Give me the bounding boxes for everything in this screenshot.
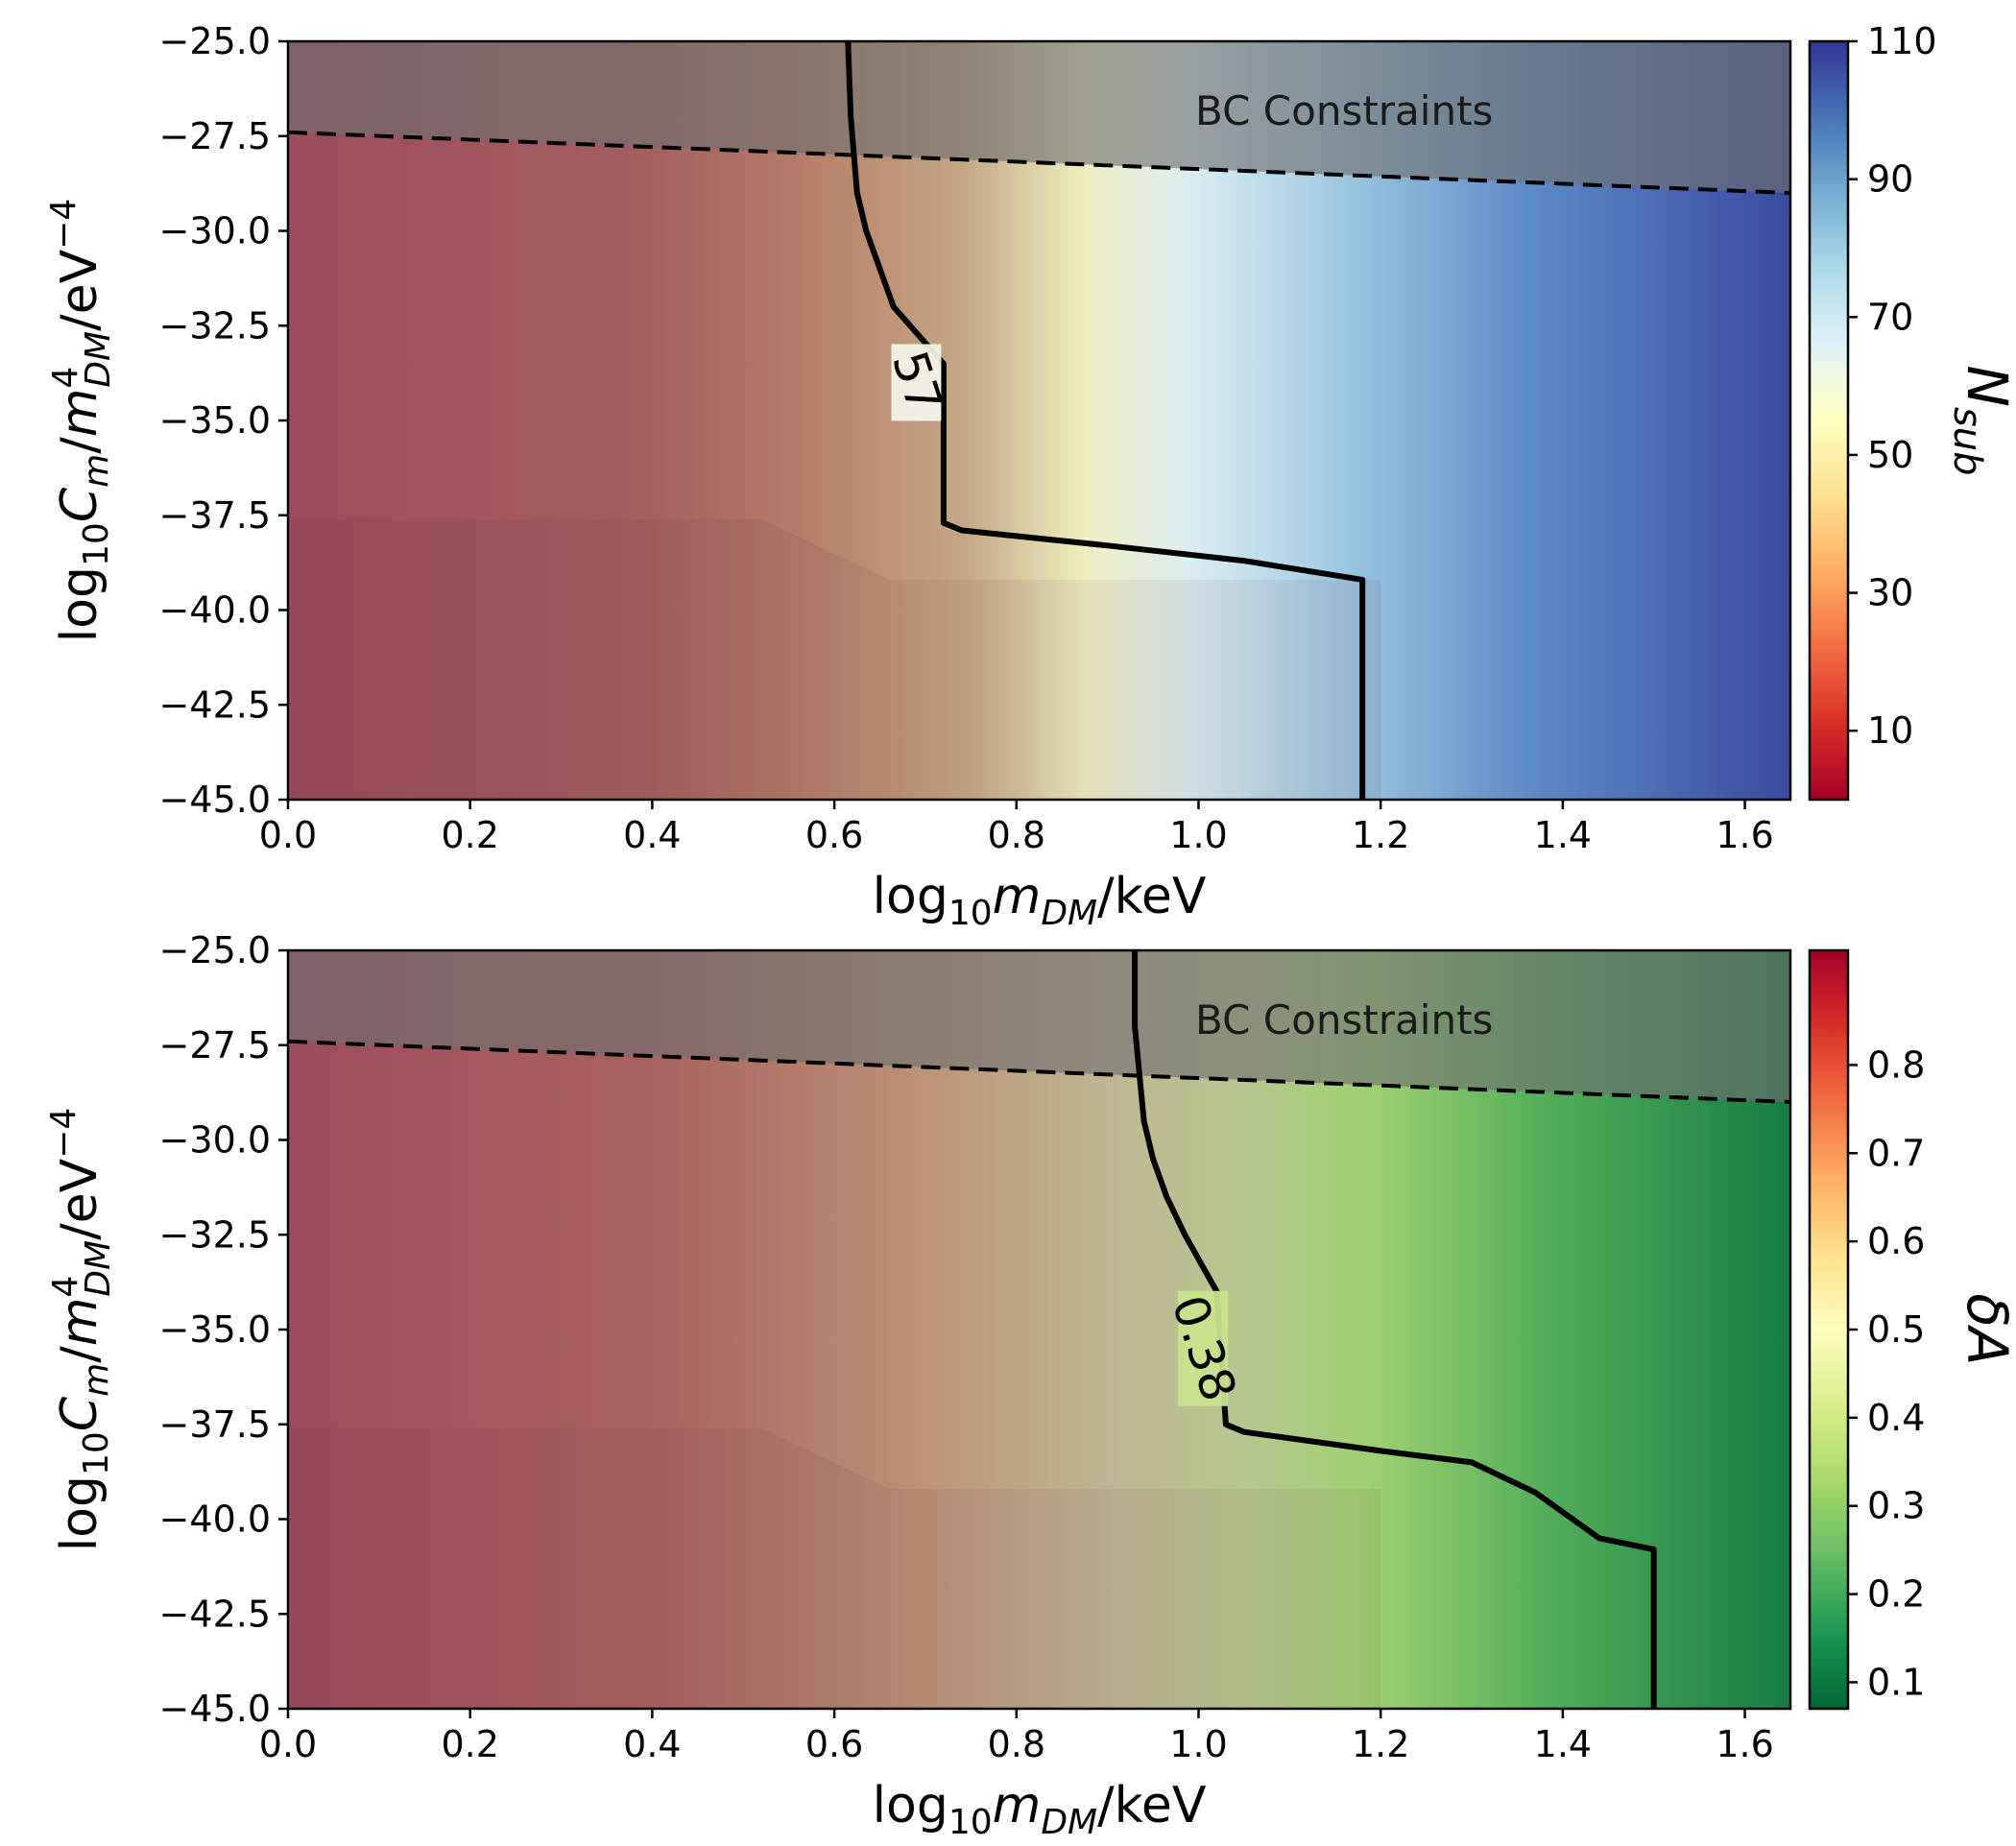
- x-tick-label: 0.2: [441, 1723, 498, 1765]
- y-tick-label: −37.5: [159, 494, 271, 537]
- y-axis-label: log10Cm/m4DM/eV−4: [44, 1108, 118, 1552]
- colorbar-tick-label: 90: [1867, 158, 1913, 201]
- y-tick-label: −30.0: [159, 210, 271, 252]
- bc-constraint-region: [288, 41, 1790, 193]
- x-tick-label: 1.6: [1716, 814, 1773, 856]
- x-tick-label: 0.2: [441, 814, 498, 856]
- colorbar-tick-label: 30: [1867, 572, 1913, 614]
- x-tick-label: 0.8: [988, 814, 1045, 856]
- bc-constraints-label: BC Constraints: [1195, 996, 1493, 1043]
- colorbar-label: Nsub: [1945, 366, 2016, 476]
- y-tick-label: −32.5: [159, 1213, 271, 1256]
- colorbar-label: δA: [1955, 1293, 2016, 1365]
- colorbar-tick-label: 0.2: [1867, 1573, 1925, 1616]
- low-coupling-band: [288, 1427, 1381, 1709]
- x-tick-label: 1.4: [1534, 1723, 1592, 1765]
- colorbar: 0.1 0.2 0.3 0.4 0.5 0.6 0.7 0.8 δA: [1808, 948, 2016, 1711]
- colorbar-tick-label: 0.5: [1867, 1308, 1925, 1351]
- x-tick-label: 1.2: [1352, 1723, 1409, 1765]
- x-tick-label: 1.0: [1169, 814, 1227, 856]
- y-tick-label: −27.5: [159, 1024, 271, 1067]
- y-tick-label: −37.5: [159, 1403, 271, 1446]
- x-tick-label: 0.6: [805, 1723, 863, 1765]
- colorbar-tick-label: 0.1: [1867, 1661, 1925, 1703]
- contour-label-gap: [1178, 1290, 1229, 1406]
- colorbar-tick-label: 10: [1867, 709, 1913, 752]
- colorbar-tick-label: 110: [1867, 20, 1937, 62]
- y-tick-label: −35.0: [159, 399, 271, 442]
- contour-line: [845, 40, 1366, 800]
- bc-constraints-label: BC Constraints: [1195, 87, 1493, 134]
- bc-dashed-line: [287, 130, 1791, 195]
- y-tick-label: −35.0: [159, 1308, 271, 1351]
- x-tick-label: 0.0: [259, 1723, 317, 1765]
- colorbar-tick-label: 0.7: [1867, 1132, 1925, 1174]
- contour-line: [1132, 950, 1657, 1709]
- colorbar-gradient: [1808, 39, 1850, 802]
- x-tick-label: 1.6: [1716, 1723, 1773, 1765]
- colorbar-tick-label: 0.4: [1867, 1397, 1925, 1439]
- x-tick-label: 0.8: [988, 1723, 1045, 1765]
- x-tick-label: 1.2: [1352, 814, 1409, 856]
- colorbar-tick-label: 0.6: [1867, 1220, 1925, 1262]
- y-tick-label: −32.5: [159, 304, 271, 347]
- y-tick-label: −45.0: [159, 1688, 271, 1730]
- low-coupling-band: [288, 518, 1381, 800]
- x-tick-label: 1.0: [1169, 1723, 1227, 1765]
- y-tick-label: −42.5: [159, 683, 271, 726]
- x-tick-label: 1.4: [1534, 814, 1592, 856]
- bc-dashed-line: [287, 1039, 1791, 1104]
- x-tick-label: 0.4: [623, 814, 681, 856]
- y-tick-label: −25.0: [159, 929, 271, 971]
- colorbar-gradient: [1808, 948, 1850, 1711]
- colorbar-tick-label: 0.8: [1867, 1043, 1925, 1086]
- y-tick-label: −40.0: [159, 1498, 271, 1541]
- x-axis-label: log10mDM/keV: [873, 868, 1207, 933]
- y-tick-label: −30.0: [159, 1119, 271, 1162]
- x-tick-label: 0.4: [623, 1723, 681, 1765]
- colorbar: 10 30 50 70 90 110 Nsub: [1808, 20, 2016, 802]
- y-tick-label: −25.0: [159, 20, 271, 62]
- y-tick-label: −40.0: [159, 589, 271, 632]
- x-axis-label: log10mDM/keV: [873, 1777, 1207, 1842]
- y-tick-label: −42.5: [159, 1593, 271, 1635]
- y-tick-label: −45.0: [159, 779, 271, 821]
- y-tick-label: −27.5: [159, 115, 271, 157]
- x-tick-label: 0.0: [259, 814, 317, 856]
- x-tick-label: 0.6: [805, 814, 863, 856]
- colorbar-tick-label: 70: [1867, 296, 1913, 338]
- colorbar-tick-label: 0.3: [1867, 1485, 1925, 1527]
- bc-constraint-region: [288, 950, 1790, 1102]
- contour-label-gap: [891, 344, 942, 421]
- colorbar-tick-label: 50: [1867, 434, 1913, 476]
- y-axis-label: log10Cm/m4DM/eV−4: [44, 199, 118, 643]
